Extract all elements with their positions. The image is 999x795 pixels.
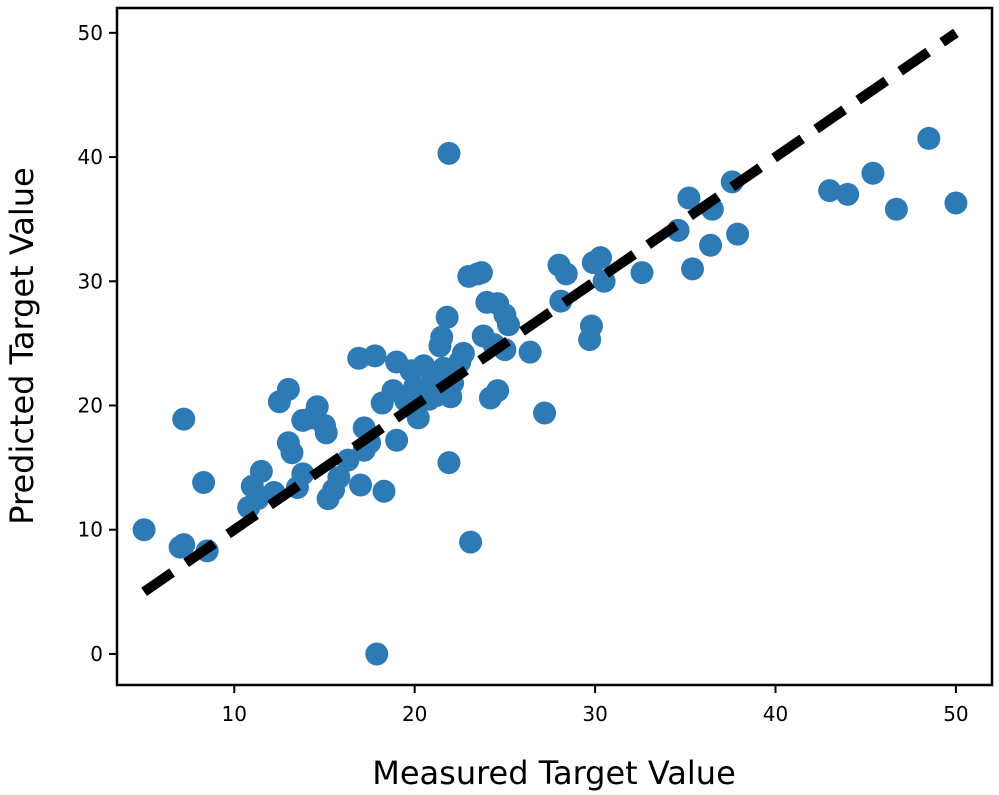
- data-point: [917, 126, 941, 150]
- data-point: [589, 246, 613, 270]
- data-point: [291, 462, 315, 486]
- data-point: [305, 395, 329, 419]
- data-point: [726, 222, 750, 246]
- x-tick-label: 30: [582, 702, 607, 726]
- data-point: [884, 197, 908, 221]
- data-point: [385, 428, 409, 452]
- y-axis-label: Predicted Target Value: [3, 167, 41, 524]
- data-point: [579, 314, 603, 338]
- data-point: [435, 305, 459, 329]
- y-tick-label: 10: [78, 518, 103, 542]
- data-point: [314, 421, 338, 445]
- y-axis: 0 10 20 30 40 50: [78, 21, 117, 666]
- data-point: [699, 233, 723, 257]
- x-axis-label: Measured Target Value: [372, 754, 736, 792]
- x-axis: 10 20 30 40 50: [222, 685, 969, 726]
- data-point: [496, 313, 520, 337]
- data-point: [249, 459, 273, 483]
- x-tick-label: 50: [943, 702, 968, 726]
- data-point: [430, 325, 454, 349]
- data-point: [132, 518, 156, 542]
- data-point: [172, 533, 196, 557]
- data-point: [363, 344, 387, 368]
- data-point: [836, 182, 860, 206]
- data-point: [459, 530, 483, 554]
- data-point: [944, 191, 968, 215]
- data-point: [554, 262, 578, 286]
- reference-line-layer: [141, 28, 959, 596]
- y-tick-label: 20: [78, 394, 103, 418]
- x-tick-label: 20: [402, 702, 427, 726]
- data-point: [533, 401, 557, 425]
- points-layer: [132, 126, 968, 666]
- data-point: [681, 257, 705, 281]
- data-point: [437, 141, 461, 165]
- data-point: [677, 186, 701, 210]
- data-point: [365, 642, 389, 666]
- x-tick-label: 10: [222, 702, 247, 726]
- reference-line: [141, 28, 959, 596]
- data-point: [486, 379, 510, 403]
- data-point: [327, 466, 351, 490]
- data-point: [349, 473, 373, 497]
- x-tick-label: 40: [763, 702, 788, 726]
- data-point: [451, 341, 475, 365]
- y-tick-label: 50: [78, 21, 103, 45]
- data-point: [861, 161, 885, 185]
- data-point: [172, 407, 196, 431]
- y-tick-label: 30: [78, 269, 103, 293]
- plot-frame: [115, 6, 994, 687]
- data-point: [630, 261, 654, 285]
- y-tick-label: 0: [90, 642, 103, 666]
- data-point: [818, 179, 842, 203]
- data-point: [372, 479, 396, 503]
- data-point: [280, 441, 304, 465]
- data-point: [192, 471, 216, 495]
- y-tick-label: 40: [78, 145, 103, 169]
- data-point: [437, 451, 461, 475]
- data-point: [276, 377, 300, 401]
- data-point: [469, 261, 493, 285]
- data-point: [518, 340, 542, 364]
